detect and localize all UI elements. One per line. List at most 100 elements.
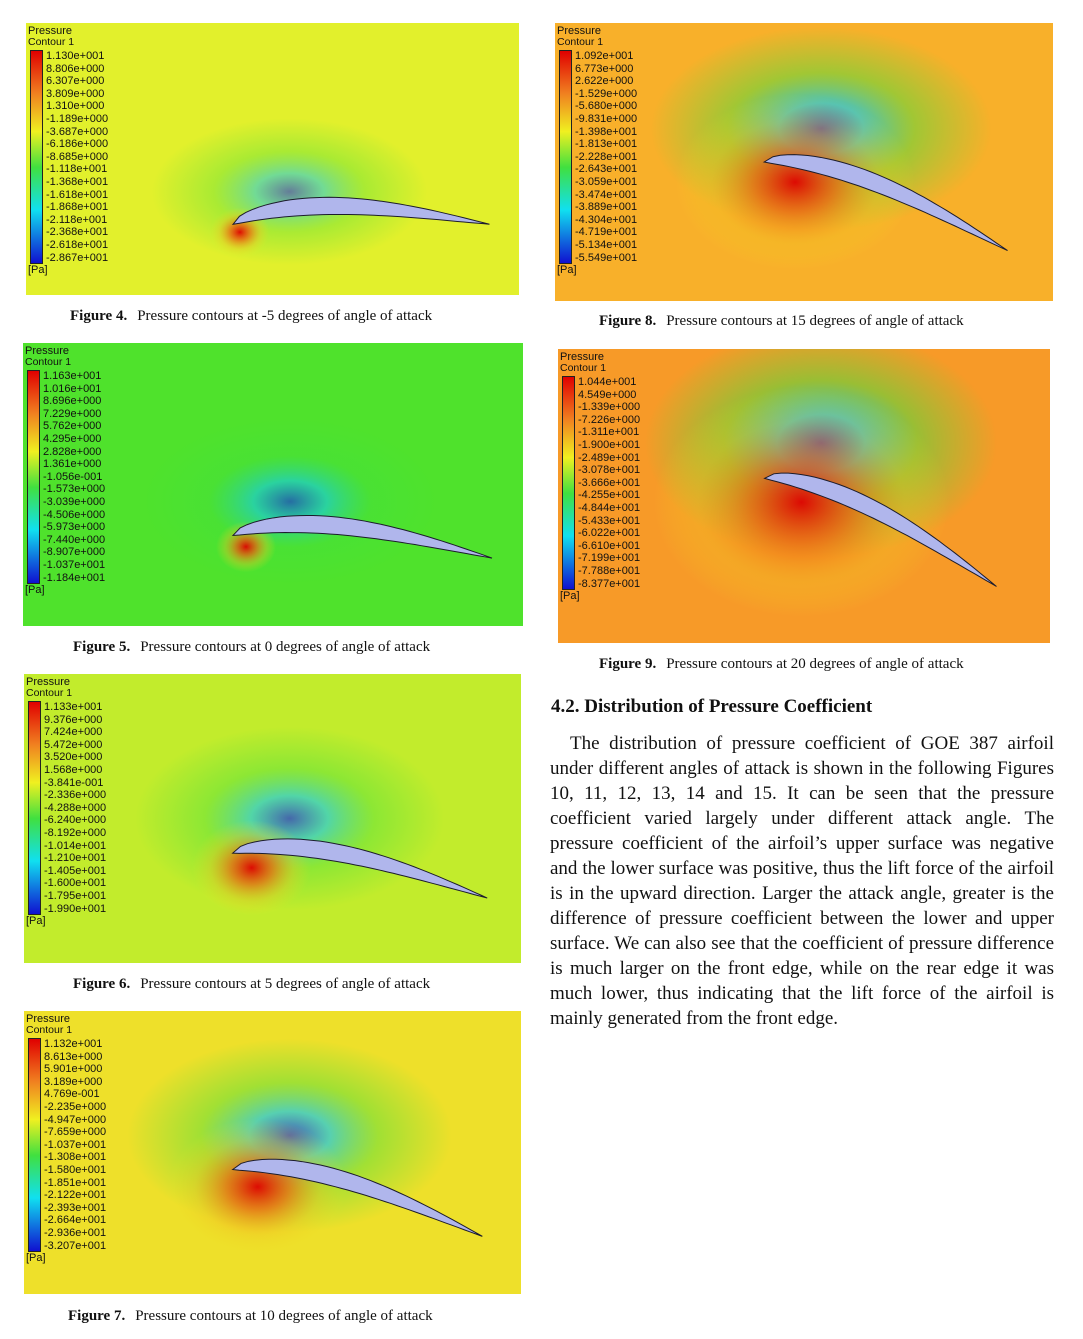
- legend-level: -1.398e+001: [575, 125, 638, 138]
- legend-level: -1.056e-001: [43, 470, 103, 483]
- airfoil-shape: [231, 196, 490, 225]
- airfoil-shape: [763, 472, 997, 587]
- legend-level: -5.973e+000: [43, 521, 106, 534]
- legend-level: -3.039e+000: [43, 495, 106, 508]
- legend-level: 3.520e+000: [44, 751, 103, 764]
- contour-plot-svg: [555, 23, 1053, 301]
- legend-level: -9.831e+000: [575, 112, 638, 125]
- figure-8-caption: Figure 8. Pressure contours at 15 degrees…: [599, 313, 964, 330]
- figure-5-label: Figure 5.: [73, 639, 131, 655]
- legend-level: -1.868e+001: [46, 201, 109, 214]
- legend-level: -5.549e+001: [575, 251, 638, 264]
- legend-level: -1.851e+001: [44, 1176, 107, 1189]
- pressure-legend: Pressure Contour 1 1.130e+001 8.806e+000 6.3…: [28, 26, 108, 276]
- contour-plot-svg: [24, 1011, 521, 1294]
- legend-color-bar: [30, 50, 43, 265]
- legend-title: Pressure: [26, 1013, 71, 1025]
- pressure-legend: Pressure Contour 1 1.132e+001 8.613e+000 5.9…: [26, 1014, 106, 1264]
- figure-9-label: Figure 9.: [599, 656, 657, 672]
- figure-5-caption: Figure 5. Pressure contours at 0 degrees …: [73, 639, 430, 656]
- legend-level: 7.424e+000: [44, 726, 103, 739]
- legend-level: -1.308e+001: [44, 1151, 107, 1164]
- legend-level: -3.841e-001: [44, 776, 104, 789]
- contour-plot-svg: [558, 349, 1050, 643]
- section-paragraph: The distribution of pressure coefficient…: [550, 733, 1054, 1029]
- legend-level: -3.059e+001: [575, 175, 638, 188]
- suction-zone: [151, 118, 428, 266]
- figure-6-label: Figure 6.: [73, 976, 131, 992]
- legend-level: -8.377e+001: [578, 577, 641, 590]
- legend-level: -1.580e+001: [44, 1163, 107, 1176]
- figure-5-text: Pressure contours at 0 degrees of angle …: [140, 639, 431, 655]
- legend-color-bar: [562, 376, 575, 591]
- legend-level: -2.618e+001: [46, 238, 109, 251]
- legend-level: -1.900e+001: [578, 438, 641, 451]
- legend-level: 4.769e-001: [44, 1088, 100, 1101]
- legend-level: -4.844e+001: [578, 501, 641, 514]
- legend-level: 1.044e+001: [578, 376, 637, 388]
- legend-unit: [Pa]: [26, 1252, 46, 1265]
- legend-level: 3.189e+000: [44, 1075, 103, 1088]
- legend-level: 6.773e+000: [575, 62, 634, 75]
- figure-7-label: Figure 7.: [68, 1308, 126, 1324]
- legend-level: -2.368e+001: [46, 226, 109, 239]
- airfoil-shape: [231, 838, 488, 899]
- legend-level: 5.762e+000: [43, 420, 102, 433]
- legend-level: 1.132e+001: [44, 1038, 103, 1050]
- legend-level: -3.666e+001: [578, 476, 641, 489]
- legend-level: -4.947e+000: [44, 1113, 107, 1126]
- legend-level: -2.336e+000: [44, 789, 107, 802]
- airfoil-shape: [231, 514, 493, 559]
- figure-9-contour-plot: Pressure Contour 1 1.044e+001 4.549e+000 -1.…: [558, 349, 1050, 643]
- legend-level: 4.295e+000: [43, 432, 102, 445]
- figure-6-contour-plot: Pressure Contour 1 1.133e+001 9.376e+000 7.4…: [24, 674, 521, 963]
- legend-level: 1.568e+000: [44, 763, 103, 776]
- legend-level: -2.489e+001: [578, 451, 641, 464]
- stagnation-zone: [675, 94, 915, 270]
- legend-level: -1.118e+001: [46, 163, 108, 176]
- legend-level: -1.990e+001: [44, 902, 107, 915]
- legend-level: -1.618e+001: [46, 188, 109, 201]
- legend-level: 6.307e+000: [46, 75, 105, 88]
- figure-6-caption: Figure 6. Pressure contours at 5 degrees …: [73, 976, 430, 993]
- legend-level: 5.901e+000: [44, 1063, 103, 1076]
- figure-9-caption: Figure 9. Pressure contours at 20 degrees…: [599, 656, 964, 673]
- legend-level: -6.022e+001: [578, 527, 641, 540]
- legend-level: 1.016e+001: [43, 382, 102, 395]
- legend-level: -7.659e+000: [44, 1126, 107, 1139]
- legend-level: -3.889e+001: [575, 201, 638, 214]
- legend-level: -2.118e+001: [46, 213, 108, 226]
- legend-level: 2.828e+000: [43, 445, 102, 458]
- legend-level: 5.472e+000: [44, 738, 103, 751]
- legend-level: -3.474e+001: [575, 188, 638, 201]
- legend-subtitle: Contour 1: [560, 362, 607, 374]
- figure-8-contour-plot: Pressure Contour 1 1.092e+001 6.773e+000 2.6…: [555, 23, 1053, 301]
- legend-level: -2.393e+001: [44, 1201, 107, 1214]
- figure-6-text: Pressure contours at 5 degrees of angle …: [140, 976, 431, 992]
- legend-level: -1.368e+001: [46, 175, 109, 188]
- figure-4-label: Figure 4.: [70, 308, 128, 324]
- legend-level: -3.207e+001: [44, 1239, 107, 1252]
- legend-level: -4.255e+001: [578, 489, 641, 502]
- contour-plot-svg: [26, 23, 519, 295]
- suction-zone: [142, 418, 438, 585]
- legend-level: -4.506e+000: [43, 508, 106, 521]
- figure-4-contour-plot: Pressure Contour 1 1.130e+001 8.806e+000 6.3…: [26, 23, 519, 295]
- pressure-legend: Pressure Contour 1 1.163e+001 1.016e+001 8.6…: [25, 346, 105, 596]
- legend-level: -1.189e+000: [46, 112, 109, 125]
- legend-level: -4.304e+001: [575, 213, 638, 226]
- figure-8-label: Figure 8.: [599, 313, 657, 329]
- legend-level: -3.687e+000: [46, 125, 109, 138]
- legend-level: 8.696e+000: [43, 395, 102, 408]
- legend-title: Pressure: [25, 345, 70, 357]
- legend-level: -1.210e+001: [44, 852, 107, 865]
- legend-level: -1.813e+001: [575, 138, 638, 151]
- stagnation-zone: [216, 521, 276, 573]
- legend-color-bar: [28, 701, 41, 916]
- legend-title: Pressure: [560, 351, 605, 363]
- airfoil-shape: [231, 1158, 483, 1237]
- legend-level: -2.122e+001: [44, 1189, 107, 1202]
- legend-level: 1.092e+001: [575, 50, 634, 62]
- legend-level: -1.184e+001: [43, 571, 106, 584]
- legend-level: -4.288e+000: [44, 801, 107, 814]
